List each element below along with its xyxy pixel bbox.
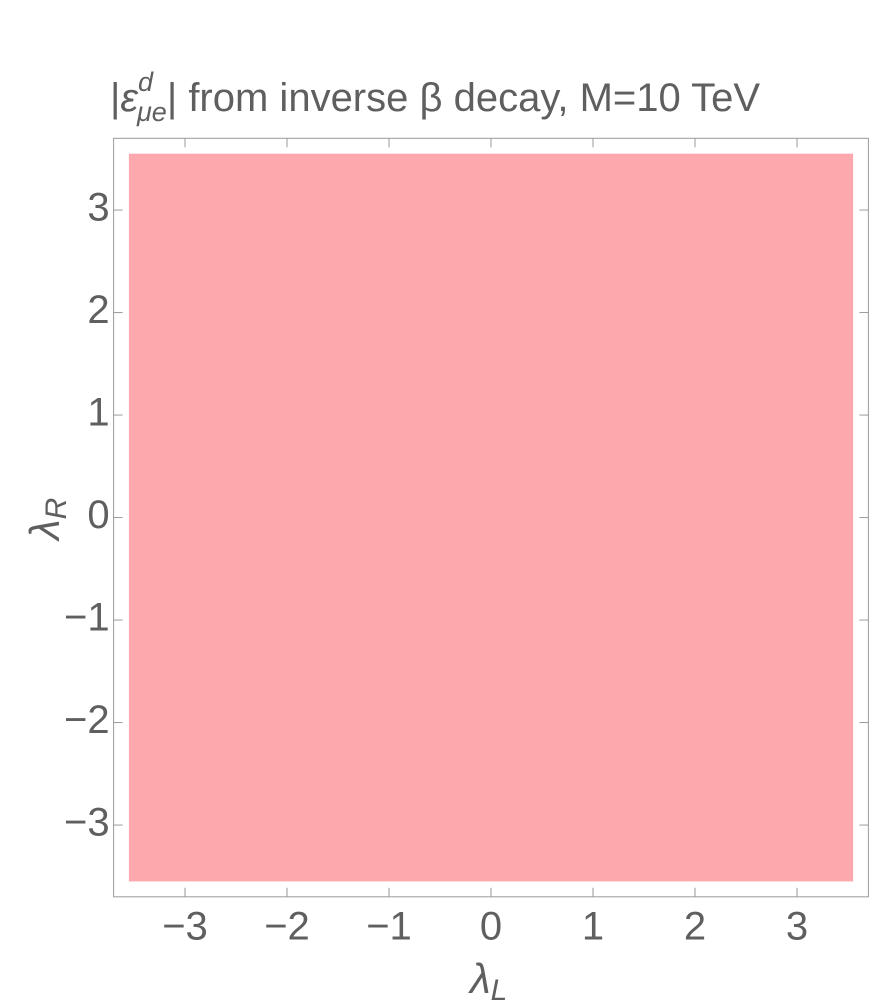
x-tick-label: −2 — [264, 904, 310, 948]
region — [128, 153, 854, 882]
x-tick-label: 2 — [684, 904, 706, 948]
title-superscript: d — [138, 67, 154, 97]
y-label-subscript: R — [40, 498, 73, 520]
title-close: | from inverse β decay, M=10 TeV — [167, 76, 761, 120]
y-axis-label: λR — [21, 498, 73, 542]
y-label-symbol: λ — [21, 519, 68, 542]
y-tick-label: 1 — [87, 391, 109, 435]
x-tick-label: 3 — [786, 904, 808, 948]
y-tick-label: 2 — [87, 288, 109, 332]
x-tick-label: −3 — [162, 904, 208, 948]
x-label-symbol: λ — [468, 955, 491, 1002]
chart-title: |εd μe| from inverse β decay, M=10 TeV — [110, 67, 760, 127]
x-axis-label: λL — [468, 955, 507, 1007]
y-tick-label: −3 — [64, 801, 110, 845]
y-tick-label: 0 — [87, 493, 109, 537]
y-tick-label: −2 — [64, 698, 110, 742]
y-tick-label: −1 — [64, 596, 110, 640]
title-subscript: μe — [136, 97, 167, 127]
x-label-subscript: L — [491, 974, 508, 1007]
x-tick-label: 1 — [582, 904, 604, 948]
x-tick-label: −1 — [366, 904, 412, 948]
title-symbol: ε — [120, 76, 139, 120]
y-tick-label: 3 — [87, 186, 109, 230]
title-open: | — [110, 76, 120, 120]
x-tick-label: 0 — [480, 904, 502, 948]
